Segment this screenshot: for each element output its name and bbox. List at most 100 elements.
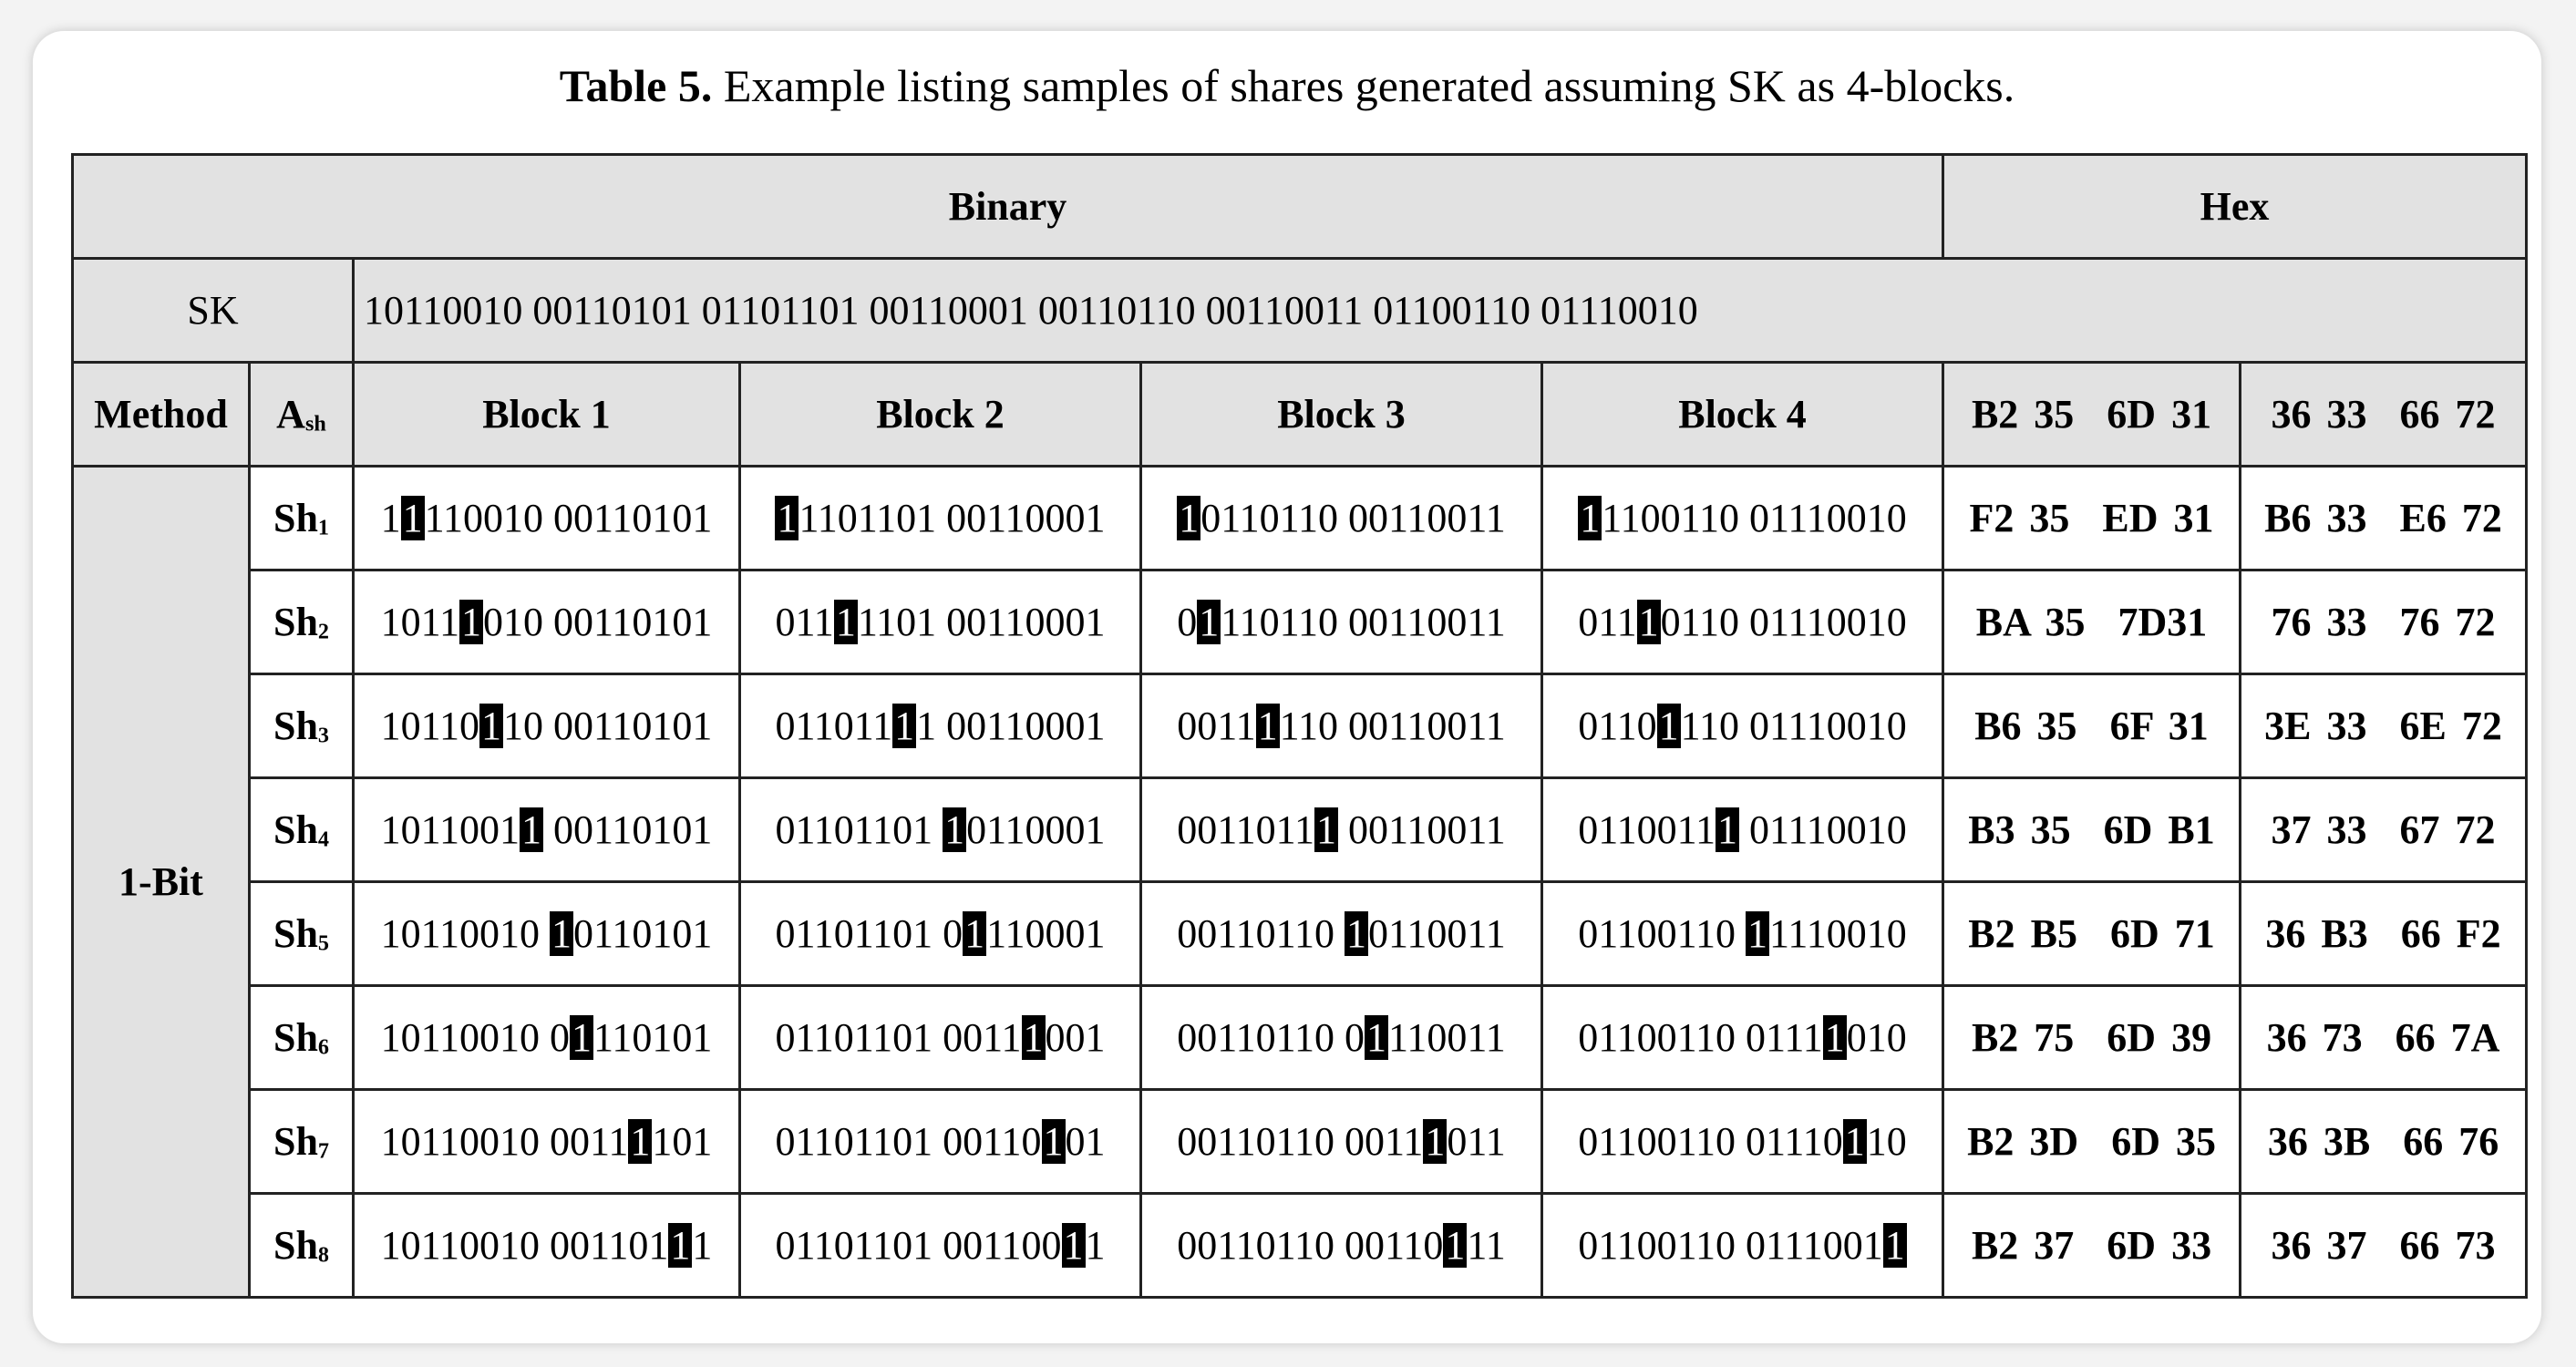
- hex-1-cell: BA 35 7D31: [1942, 569, 2242, 675]
- bit-text: 1101 00110001: [857, 600, 1106, 644]
- bit-text: 10110010: [380, 911, 550, 956]
- col-method: Method: [71, 361, 251, 468]
- hex-1-cell: B2 B5 6D 71: [1942, 880, 2242, 987]
- hex-value: 66 F2: [2400, 911, 2501, 956]
- bit-text: 0011: [1177, 704, 1256, 748]
- bit-text: 1: [1085, 1223, 1106, 1268]
- table-card: Table 5. Example listing samples of shar…: [33, 31, 2541, 1343]
- share-index: 3: [317, 723, 330, 748]
- hex-2-cell: 36 3B 66 76: [2239, 1088, 2529, 1195]
- block-4-cell: 01100110 01111010: [1540, 984, 1945, 1091]
- flipped-bit: 1: [1345, 911, 1368, 956]
- block-3-cell: 00110110 00110111: [1139, 1192, 1543, 1299]
- hex-value: 6D B1: [2103, 807, 2215, 852]
- share-index: 6: [317, 1034, 330, 1060]
- flipped-bit: 1: [628, 1119, 653, 1164]
- block-3-cell: 00111110 00110011: [1139, 673, 1543, 779]
- hex-value: 66 7A: [2395, 1015, 2500, 1060]
- caption-text: Example listing samples of shares genera…: [723, 60, 2015, 111]
- bit-text: 011: [1447, 1119, 1506, 1164]
- block-2-cell: 01101101 01110001: [738, 880, 1142, 987]
- bit-text: 1101101 00110001: [799, 496, 1106, 540]
- flipped-bit: 1: [1314, 807, 1338, 852]
- bit-text: 0110001: [966, 807, 1106, 852]
- bit-text: 0110011: [1368, 911, 1506, 956]
- block-4-cell: 01100110 01110011: [1540, 1192, 1945, 1299]
- hex-value: 6E 72: [2399, 704, 2502, 748]
- hex-value: B2 37: [1971, 1223, 2075, 1268]
- share-name: Sh: [273, 807, 318, 852]
- hex-header: Hex: [1942, 153, 2529, 260]
- hex-2-cell: 36 37 66 73: [2239, 1192, 2529, 1299]
- flipped-bit: 1: [1716, 807, 1739, 852]
- flipped-bit: 1: [1021, 1015, 1046, 1060]
- bit-text: 1011001: [380, 807, 520, 852]
- bit-text: 01110010: [1739, 807, 1907, 852]
- bit-text: 1100110 01110010: [1602, 496, 1907, 540]
- block-1-cell: 10110110 00110101: [352, 673, 741, 779]
- flipped-bit: 1: [1197, 600, 1221, 644]
- block-3-cell: 00110110 01110011: [1139, 984, 1543, 1091]
- hex-value: 66 73: [2399, 1223, 2496, 1268]
- flipped-bit: 1: [1255, 704, 1280, 748]
- bit-text: 00110110 00110: [1177, 1223, 1444, 1268]
- flipped-bit: 1: [520, 807, 543, 852]
- bit-text: 1011: [380, 600, 459, 644]
- hex-value: 6D 39: [2107, 1015, 2212, 1060]
- bit-text: 0011011: [1177, 807, 1314, 852]
- share-index: 2: [317, 619, 330, 644]
- block-4-cell: 01100110 01110110: [1540, 1088, 1945, 1195]
- flipped-bit: 1: [1578, 496, 1602, 540]
- share-name: Sh: [273, 911, 318, 956]
- hex-value: 37 33: [2271, 807, 2367, 852]
- hex-value: B6 35: [1974, 704, 2077, 748]
- flipped-bit: 1: [668, 1223, 693, 1268]
- bit-text: 110010 00110101: [424, 496, 713, 540]
- bit-text: 110101: [593, 1015, 713, 1060]
- hex-value: 7D31: [2117, 600, 2208, 644]
- bit-text: 01100110 0111: [1578, 1015, 1823, 1060]
- table-row: Sh4 10110011 00110101 01101101 10110001 001…: [73, 776, 2529, 883]
- share-name: Sh: [273, 1223, 318, 1268]
- bit-text: 01101101 00110: [775, 1119, 1042, 1164]
- bit-text: 0110110 00110011: [1200, 496, 1506, 540]
- hex-value: BA 35: [1975, 600, 2086, 644]
- hex-1-cell: B3 35 6D B1: [1942, 776, 2242, 883]
- share-label: Sh4: [248, 776, 355, 883]
- share-index: 7: [317, 1138, 330, 1164]
- hex-value: ED 31: [2102, 496, 2214, 540]
- block-2-cell: 01111101 00110001: [738, 569, 1142, 675]
- bit-text: 010: [1846, 1015, 1907, 1060]
- hex-value: 76 33: [2271, 600, 2367, 644]
- method-cell: 1-Bit: [71, 465, 251, 1299]
- flipped-bit: 1: [1882, 1223, 1907, 1268]
- share-label: Sh7: [248, 1088, 355, 1195]
- bit-text: 0110101: [573, 911, 713, 956]
- table-row: Sh7 10110010 00111101 01101101 00110101 001…: [73, 1088, 2529, 1195]
- flipped-bit: 1: [1443, 1223, 1468, 1268]
- bit-text: 01101101: [775, 807, 943, 852]
- bit-text: 00110110 0: [1177, 1015, 1365, 1060]
- flipped-bit: 1: [570, 1015, 593, 1060]
- share-label: Sh1: [248, 465, 355, 571]
- bit-text: 011: [775, 600, 834, 644]
- hex-value: 6D 71: [2109, 911, 2215, 956]
- bit-text: 10: [1866, 1119, 1907, 1164]
- block-3-cell: 00110110 10110011: [1139, 880, 1543, 987]
- flipped-bit: 1: [459, 600, 483, 644]
- flipped-bit: 1: [1746, 911, 1769, 956]
- hex-value: 6D 33: [2107, 1223, 2212, 1268]
- bit-text: 110 01110010: [1680, 704, 1907, 748]
- bit-text: 10 00110101: [503, 704, 713, 748]
- block-1-cell: 10110011 00110101: [352, 776, 741, 883]
- flipped-bit: 1: [1842, 1119, 1867, 1164]
- bit-text: 00110101: [543, 807, 713, 852]
- bit-text: 11: [1467, 1223, 1506, 1268]
- hex-1-cell: F2 35 ED 31: [1942, 465, 2242, 571]
- bit-text: 110110 00110011: [1221, 600, 1506, 644]
- hex-value: 6F 31: [2109, 704, 2209, 748]
- block-2-cell: 01101111 00110001: [738, 673, 1142, 779]
- share-index: 8: [317, 1242, 330, 1268]
- hex-2-cell: 36 B3 66 F2: [2239, 880, 2529, 987]
- share-label: Sh3: [248, 673, 355, 779]
